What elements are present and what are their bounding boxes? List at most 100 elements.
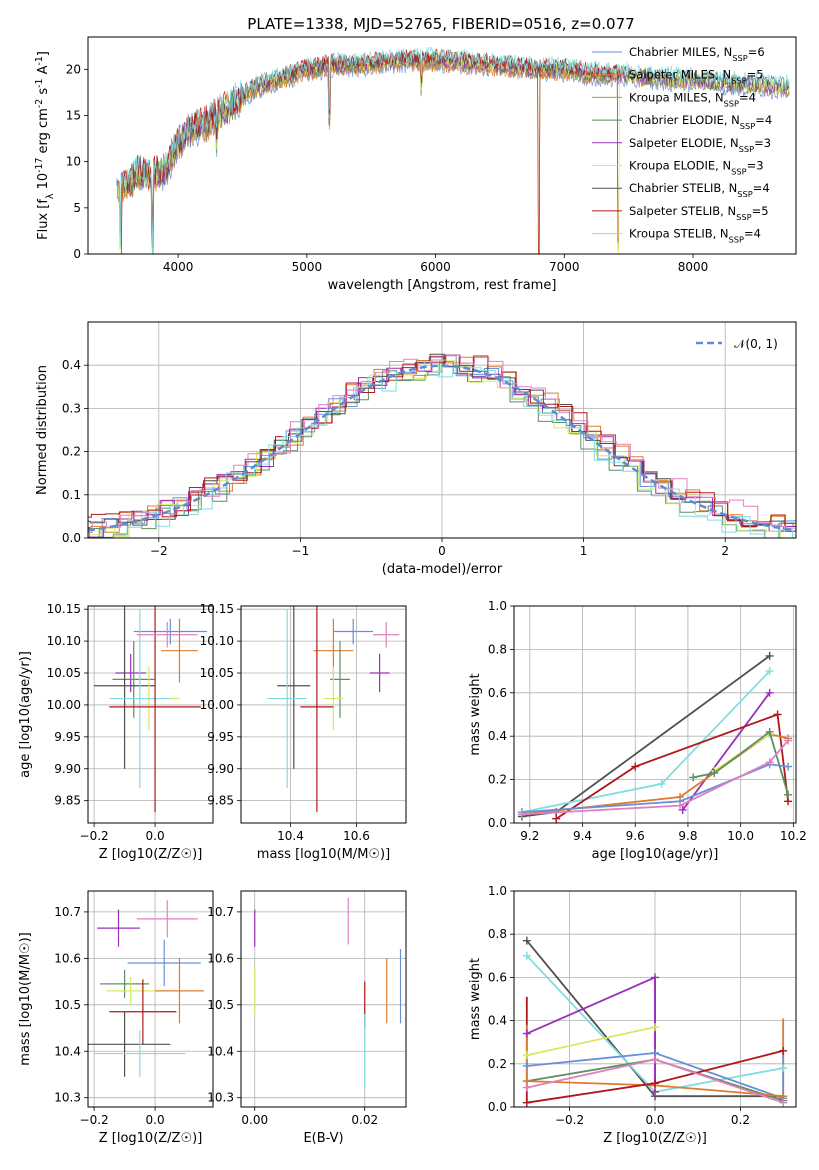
histogram-step — [88, 361, 796, 538]
weight-marker — [517, 810, 526, 819]
y-tick-label: 0.6 — [488, 970, 507, 984]
panel-mass_weight_vs_age: 9.2 9.4 9.6 9.8 10.0 10.2 0.0 0.2 0.4 0.6 0.8 1.0 ag… — [468, 599, 807, 862]
y-tick-label: 10.15 — [47, 602, 81, 616]
legend-label: 𝒩(0, 1) — [734, 337, 778, 351]
weight-marker — [657, 779, 666, 788]
y-tick-label: 9.85 — [207, 794, 234, 808]
axes-frame — [87, 890, 214, 1108]
y-tick-label: 0.2 — [488, 1057, 507, 1071]
x-tick-label: 0.0 — [645, 1113, 664, 1127]
y-tick-label: 9.85 — [54, 794, 81, 808]
legend-label: Salpeter ELODIE, NSSP=3 — [629, 136, 771, 154]
weight-marker — [779, 1098, 788, 1107]
axes-frame — [513, 605, 797, 824]
panel-mass_vs_ebv: 0.00 0.02 10.3 10.4 10.5 10.6 10.7 E(B-V) — [207, 890, 407, 1146]
y-tick-label: 1.0 — [488, 599, 507, 613]
y-tick-label: 10.15 — [200, 602, 234, 616]
histogram-step — [88, 356, 796, 538]
x-axis-label: E(B-V) — [303, 1131, 343, 1146]
plot-area — [241, 606, 406, 823]
plot-area — [514, 891, 796, 1107]
y-tick-label: 10.4 — [207, 1044, 234, 1058]
weight-marker — [678, 805, 687, 814]
weight-line — [681, 692, 771, 811]
x-tick-label: 5000 — [292, 260, 323, 274]
x-tick-label: −0.2 — [80, 829, 109, 843]
legend-label: Chabrier STELIB, NSSP=4 — [629, 181, 770, 199]
y-axis-label: Normed distribution — [35, 365, 50, 495]
spectrum-line — [115, 57, 790, 254]
weight-marker — [765, 667, 774, 676]
weight-marker — [765, 651, 774, 660]
x-tick-label: 1 — [580, 544, 588, 558]
figure-title: PLATE=1338, MJD=52765, FIBERID=0516, z=0… — [247, 15, 634, 33]
spectrum-line — [116, 57, 619, 254]
y-tick-label: 0.1 — [62, 488, 81, 502]
x-tick-label: 9.4 — [573, 829, 592, 843]
x-tick-label: 0.0 — [146, 1113, 165, 1127]
legend-label: Chabrier ELODIE, NSSP=4 — [629, 113, 772, 131]
weight-marker — [631, 762, 640, 771]
legend-label: Salpeter MILES, NSSP=5 — [629, 68, 764, 86]
weight-marker — [765, 727, 774, 736]
y-tick-label: 10.10 — [47, 634, 81, 648]
weight-line — [521, 763, 789, 813]
y-tick-label: 10.7 — [207, 905, 234, 919]
y-tick-label: 10.7 — [54, 905, 81, 919]
weight-marker — [651, 973, 659, 982]
y-axis-label: mass weight — [468, 958, 483, 1040]
weight-marker — [676, 801, 685, 810]
y-tick-label: 0.3 — [62, 401, 81, 415]
weight-marker — [765, 758, 774, 767]
weight-marker — [779, 1046, 788, 1055]
plot-area — [88, 606, 213, 823]
y-tick-label: 0.8 — [488, 927, 507, 941]
x-tick-label: 0.02 — [351, 1113, 378, 1127]
y-tick-label: 10.5 — [54, 998, 81, 1012]
histogram-step — [88, 361, 796, 538]
y-tick-label: 0.4 — [62, 358, 81, 372]
weight-line — [526, 1026, 656, 1057]
y-tick-label: 0.2 — [488, 773, 507, 787]
y-tick-label: 0.4 — [488, 729, 507, 743]
spectrum-line — [117, 53, 790, 254]
y-axis-label: mass [log10(M/M☉)] — [18, 932, 33, 1065]
y-tick-label: 0.6 — [488, 686, 507, 700]
weight-marker — [773, 710, 782, 719]
legend-label: Kroupa STELIB, NSSP=4 — [629, 227, 761, 245]
x-tick-label: 7000 — [549, 260, 580, 274]
weight-marker — [522, 1061, 531, 1070]
y-tick-label: 9.90 — [207, 762, 234, 776]
y-tick-label: 0.0 — [488, 816, 507, 830]
y-tick-label: 15 — [66, 108, 81, 122]
weight-marker — [779, 1064, 788, 1073]
weight-marker — [522, 951, 531, 960]
weight-marker — [710, 769, 719, 778]
panel-mass_vs_Z: −0.2 0.0 10.3 10.4 10.5 10.6 10.7 Z [log10(Z/Z☉… — [18, 890, 214, 1146]
y-tick-label: 10.00 — [200, 698, 234, 712]
x-axis-label: Z [log10(Z/Z☉)] — [99, 1131, 203, 1146]
weight-marker — [651, 1023, 659, 1032]
normal-curve — [88, 364, 796, 532]
weight-marker — [689, 773, 698, 782]
x-axis-label: mass [log10(M/M☉)] — [257, 847, 390, 862]
x-tick-label: −2 — [150, 544, 168, 558]
panel-residual_histogram: −2 −1 0 1 2 0.0 0.1 0.2 0.3 0.4 (data-model)/error… — [35, 321, 797, 577]
y-tick-label: 10 — [66, 155, 81, 169]
y-tick-label: 10.05 — [47, 666, 81, 680]
x-tick-label: −1 — [292, 544, 310, 558]
y-tick-label: 10.00 — [47, 698, 81, 712]
y-tick-label: 10.6 — [54, 951, 81, 965]
x-tick-label: 10.0 — [727, 829, 754, 843]
panel-spectrum: 4000 5000 6000 7000 8000 0 5 10 15 20 wavelength [… — [34, 36, 797, 293]
x-tick-label: 0.0 — [146, 829, 165, 843]
y-tick-label: 10.3 — [207, 1091, 234, 1105]
y-tick-label: 9.95 — [54, 730, 81, 744]
y-tick-label: 20 — [66, 62, 81, 76]
x-tick-label: 0.00 — [241, 1113, 268, 1127]
axes-frame — [87, 605, 214, 824]
weight-line — [555, 713, 789, 820]
y-tick-label: 0.4 — [488, 1014, 507, 1028]
x-tick-label: 2 — [721, 544, 729, 558]
